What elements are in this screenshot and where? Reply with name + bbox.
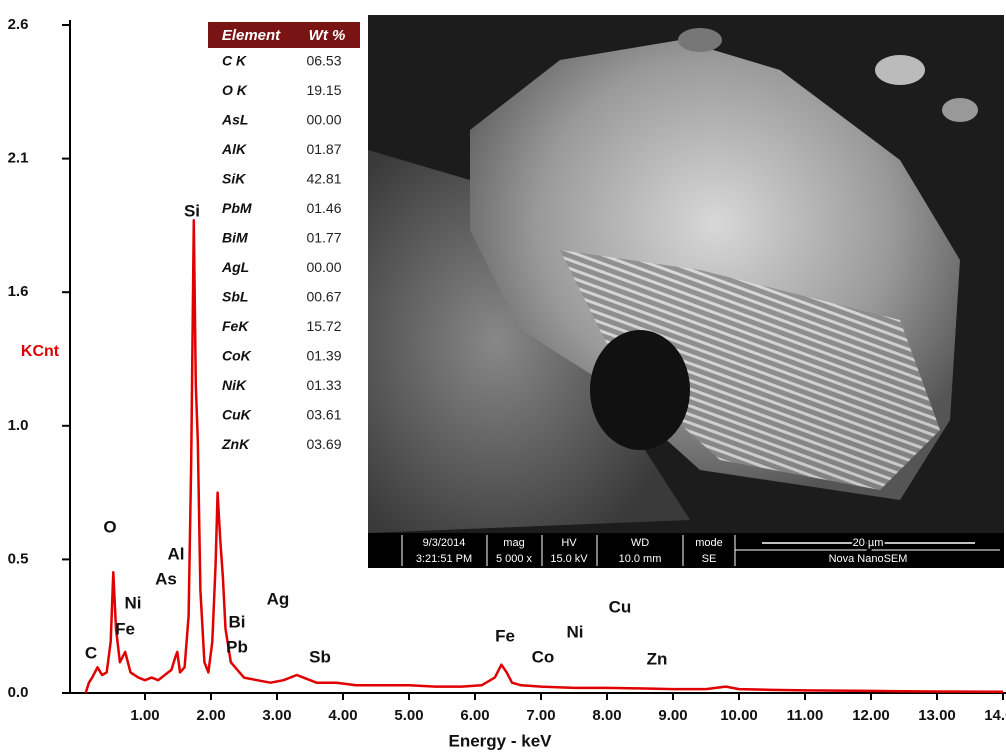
x-tick-label: 6.00 (460, 707, 489, 724)
table-cell: 00.00 (306, 112, 341, 128)
y-tick-label: 2.1 (8, 150, 29, 167)
y-axis-label: KCnt (21, 343, 60, 360)
table-cell: 03.61 (306, 407, 341, 423)
x-tick-label: 12.00 (852, 707, 890, 724)
table-cell: 19.15 (306, 82, 341, 98)
table-cell: 01.77 (306, 230, 341, 246)
x-tick-label: 13.00 (918, 707, 956, 724)
sem-label: HV (561, 537, 577, 549)
table-cell: PbM (222, 200, 252, 216)
table-cell: C K (222, 53, 247, 69)
x-tick-label: 4.00 (328, 707, 357, 724)
table-cell: 00.00 (306, 259, 341, 275)
table-cell: 01.39 (306, 348, 341, 364)
x-tick-label: 7.00 (526, 707, 555, 724)
x-tick-label: 14.00 (984, 707, 1006, 724)
x-tick-label: 9.00 (658, 707, 687, 724)
peak-label: C (85, 643, 97, 662)
x-tick-label: 1.00 (130, 707, 159, 724)
peak-label: As (155, 569, 177, 588)
table-cell: CoK (222, 348, 252, 364)
y-tick-label: 0.5 (8, 550, 29, 567)
peak-label: Zn (647, 649, 668, 668)
sem-label: WD (631, 537, 649, 549)
sem-value: 5 000 x (496, 553, 533, 565)
table-cell: 06.53 (306, 53, 341, 69)
table-cell: 15.72 (306, 318, 341, 334)
x-tick-label: 5.00 (394, 707, 423, 724)
peak-label: Si (184, 201, 200, 220)
table-cell: AgL (221, 259, 249, 275)
peak-label: Sb (309, 647, 331, 666)
peak-label: Pb (226, 637, 248, 656)
table-cell: 01.33 (306, 377, 341, 393)
table-header: Element (222, 27, 281, 44)
peak-label: Ag (267, 589, 290, 608)
sem-value: 15.0 kV (550, 553, 588, 565)
peak-label: Ni (567, 622, 584, 641)
sem-scale: 20 µm (853, 537, 884, 549)
peak-label: O (103, 517, 116, 536)
x-tick-label: 11.00 (787, 707, 824, 724)
table-cell: AlK (221, 141, 247, 157)
composition-table: Element Wt % C K 06.53 O K 19.15 AsL 00.00 AlK… (208, 22, 360, 452)
peak-label: Bi (229, 612, 246, 631)
sem-date: 9/3/2014 (423, 537, 466, 549)
sem-instrument: Nova NanoSEM (829, 553, 908, 565)
sem-image: 9/3/2014 3:21:51 PM mag 5 000 x HV 15.0 … (368, 15, 1004, 568)
sem-label: mag (503, 537, 524, 549)
sem-value: SE (702, 553, 717, 565)
spectrum (84, 219, 1004, 694)
peak-label: Ni (125, 593, 142, 612)
peak-label: Al (168, 544, 185, 563)
table-header: Wt % (309, 27, 346, 44)
table-cell: 42.81 (306, 171, 341, 187)
table-cell: ZnK (221, 436, 250, 452)
peak-label: Co (532, 647, 555, 666)
x-axis-label: Energy - keV (449, 731, 553, 750)
x-tick-label: 2.00 (196, 707, 225, 724)
x-tick-label: 3.00 (262, 707, 291, 724)
x-tick-label: 10.00 (720, 707, 758, 724)
x-tick-label: 8.00 (592, 707, 621, 724)
y-tick-label: 1.6 (8, 283, 29, 300)
table-cell: SiK (222, 171, 246, 187)
table-cell: 03.69 (306, 436, 341, 452)
table-cell: 01.87 (306, 141, 341, 157)
table-cell: AsL (221, 112, 248, 128)
y-tick-label: 0.0 (8, 684, 29, 701)
peak-label: Fe (495, 626, 515, 645)
sem-time: 3:21:51 PM (416, 553, 472, 565)
sem-value: 10.0 mm (619, 553, 662, 565)
y-tick-label: 2.6 (8, 16, 29, 33)
table-cell: NiK (222, 377, 247, 393)
table-cell: 00.67 (306, 289, 341, 305)
table-cell: 01.46 (306, 200, 341, 216)
table-cell: O K (222, 82, 248, 98)
sem-label: mode (695, 537, 723, 549)
table-cell: CuK (222, 407, 252, 423)
peak-label: Cu (609, 597, 632, 616)
table-cell: FeK (222, 318, 249, 334)
table-cell: SbL (222, 289, 248, 305)
table-cell: BiM (222, 230, 248, 246)
peak-label: Fe (115, 619, 135, 638)
y-tick-label: 1.0 (8, 417, 29, 434)
